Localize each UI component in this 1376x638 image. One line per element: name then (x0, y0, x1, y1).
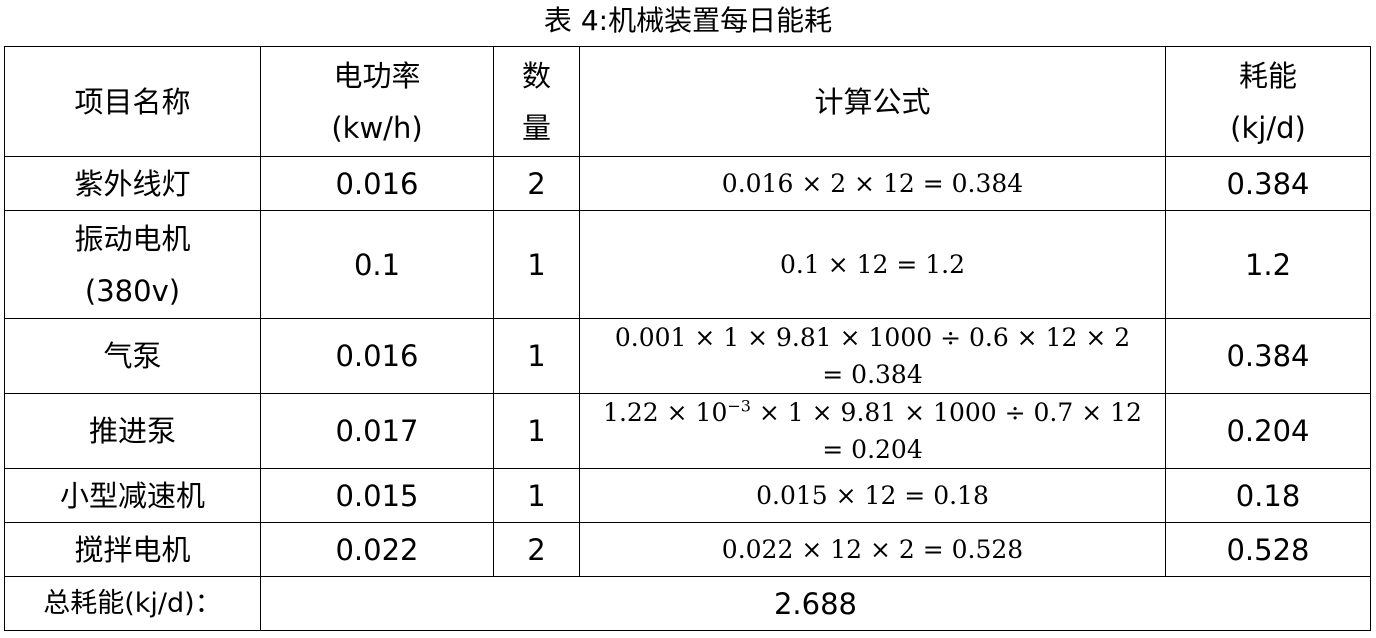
row-power: 0.015 (260, 468, 494, 523)
row-formula: 1.22 × 10−3 × 1 × 9.81 × 1000 ÷ 0.7 × 12… (579, 393, 1166, 469)
row-power: 0.017 (260, 393, 494, 469)
header-qty-line2: 量 (521, 110, 551, 145)
row-qty: 1 (493, 210, 580, 319)
table-row: 气泵 0.016 1 0.001 × 1 × 9.81 × 1000 ÷ 0.6… (4, 318, 1371, 394)
row-power: 0.1 (260, 210, 494, 319)
row-energy: 0.384 (1165, 318, 1371, 394)
header-qty-line1: 数 (521, 58, 551, 93)
header-energy-line1: 耗能 (1238, 58, 1297, 93)
row-formula-line2: = 0.204 (822, 435, 923, 464)
table-row: 搅拌电机 0.022 2 0.022 × 12 × 2 = 0.528 0.52… (4, 522, 1371, 577)
row-energy: 0.384 (1165, 156, 1371, 211)
row-power: 0.016 (260, 318, 494, 394)
header-power-line2: (kw/h) (331, 110, 423, 145)
row-name: 搅拌电机 (4, 522, 261, 577)
row-formula: 0.001 × 1 × 9.81 × 1000 ÷ 0.6 × 12 × 2 =… (579, 318, 1166, 394)
row-energy: 1.2 (1165, 210, 1371, 319)
header-energy: 耗能 (kj/d) (1165, 46, 1371, 157)
row-name: 振动电机 (380v) (4, 210, 261, 319)
row-qty: 2 (493, 522, 580, 577)
row-formula: 0.016 × 2 × 12 = 0.384 (579, 156, 1166, 211)
row-formula-line2: = 0.384 (822, 360, 923, 389)
row-name-line1: 振动电机 (74, 221, 191, 256)
header-name: 项目名称 (4, 46, 261, 157)
total-row: 总耗能(kj/d)： 2.688 (4, 576, 1371, 631)
header-qty: 数 量 (493, 46, 580, 157)
total-value: 2.688 (260, 576, 1371, 631)
formula-part: × 1 × 9.81 × 1000 ÷ 0.7 × 12 (750, 398, 1142, 427)
header-power-line1: 电功率 (333, 58, 421, 93)
row-formula: 0.022 × 12 × 2 = 0.528 (579, 522, 1166, 577)
row-name: 推进泵 (4, 393, 261, 469)
row-name: 气泵 (4, 318, 261, 394)
row-energy: 0.204 (1165, 393, 1371, 469)
table-caption: 表 4:机械装置每日能耗 (543, 4, 833, 37)
energy-table: 项目名称 电功率 (kw/h) 数 量 计算公式 耗能 (kj/d) 紫外线灯 … (4, 46, 1371, 631)
header-row: 项目名称 电功率 (kw/h) 数 量 计算公式 耗能 (kj/d) (4, 46, 1371, 157)
row-qty: 2 (493, 156, 580, 211)
row-formula: 0.015 × 12 = 0.18 (579, 468, 1166, 523)
row-qty: 1 (493, 393, 580, 469)
row-energy: 0.528 (1165, 522, 1371, 577)
header-energy-line2: (kj/d) (1230, 110, 1306, 145)
row-name-line2: (380v) (84, 273, 181, 308)
table-row: 推进泵 0.017 1 1.22 × 10−3 × 1 × 9.81 × 100… (4, 393, 1371, 469)
header-power: 电功率 (kw/h) (260, 46, 494, 157)
row-qty: 1 (493, 468, 580, 523)
table-row: 振动电机 (380v) 0.1 1 0.1 × 12 = 1.2 1.2 (4, 210, 1371, 319)
formula-part: 1.22 × 10 (603, 398, 728, 427)
row-power: 0.022 (260, 522, 494, 577)
header-formula: 计算公式 (579, 46, 1166, 157)
total-label: 总耗能(kj/d)： (4, 576, 261, 631)
table-row: 紫外线灯 0.016 2 0.016 × 2 × 12 = 0.384 0.38… (4, 156, 1371, 211)
row-formula-line1: 0.001 × 1 × 9.81 × 1000 ÷ 0.6 × 12 × 2 (614, 323, 1131, 352)
row-name: 紫外线灯 (4, 156, 261, 211)
row-qty: 1 (493, 318, 580, 394)
row-name: 小型减速机 (4, 468, 261, 523)
row-formula: 0.1 × 12 = 1.2 (579, 210, 1166, 319)
row-power: 0.016 (260, 156, 494, 211)
row-energy: 0.18 (1165, 468, 1371, 523)
table-row: 小型减速机 0.015 1 0.015 × 12 = 0.18 0.18 (4, 468, 1371, 523)
formula-exponent: −3 (727, 396, 751, 416)
row-formula-line1: 1.22 × 10−3 × 1 × 9.81 × 1000 ÷ 0.7 × 12 (580, 394, 1165, 431)
